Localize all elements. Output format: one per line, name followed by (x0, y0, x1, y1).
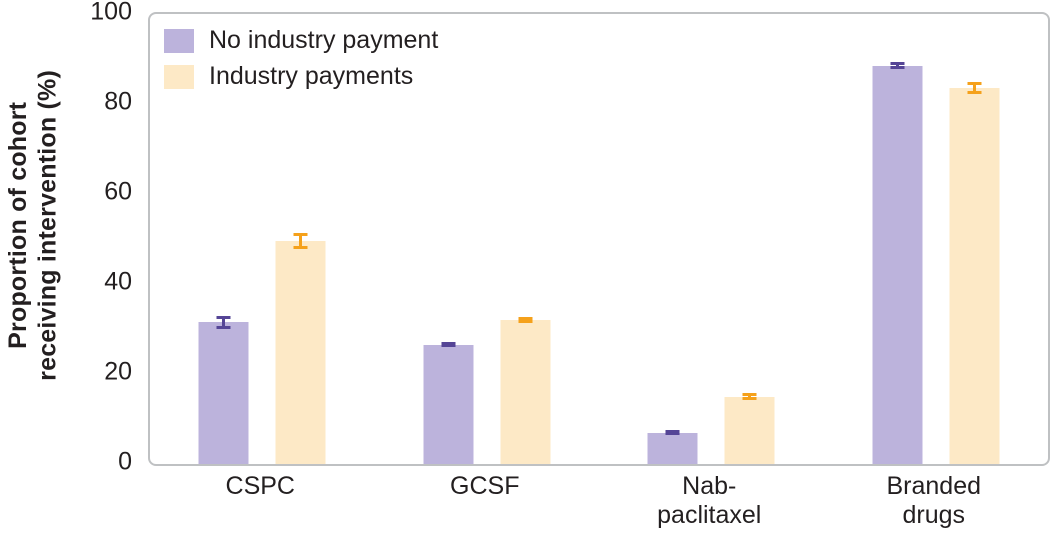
legend-item-no-industry-payment: No industry payment (164, 28, 438, 53)
y-tick-label: 60 (104, 177, 132, 206)
bar-wrap (949, 82, 1000, 464)
bar (275, 241, 326, 464)
y-tick-label: 20 (104, 357, 132, 386)
y-tick-label: 40 (104, 267, 132, 296)
bar (423, 344, 474, 464)
bar (949, 88, 1000, 464)
error-bar (889, 62, 905, 70)
error-bar (293, 233, 309, 250)
bar-group-2 (423, 317, 551, 464)
x-axis-labels: CSPC GCSF Nab- paclitaxel Branded drugs (148, 472, 1046, 532)
error-bar-cap (665, 431, 680, 435)
error-bar-line (895, 62, 899, 70)
plot-area: No industry payment Industry payments (148, 12, 1050, 466)
bar (647, 432, 698, 464)
error-bar-cap (293, 246, 308, 250)
legend-label-no-industry-payment: No industry payment (209, 26, 439, 54)
bar (872, 65, 923, 464)
y-tick-label: 100 (90, 0, 132, 26)
error-bar-line (748, 393, 752, 400)
bar (198, 322, 249, 464)
bar-wrap (275, 233, 326, 464)
error-bar-cap (890, 66, 905, 70)
x-category-label: CSPC (225, 472, 295, 500)
error-bar-line (222, 315, 226, 329)
error-bar-cap (518, 319, 533, 323)
x-category-label: Nab- paclitaxel (657, 472, 762, 529)
bar-wrap (500, 317, 551, 464)
bar-wrap (423, 342, 474, 464)
error-bar (440, 342, 456, 348)
bar-wrap (198, 315, 249, 464)
bar-group-4 (872, 62, 1000, 464)
error-bar-cap (441, 344, 456, 348)
legend-swatch-no-industry-payment (164, 28, 194, 53)
error-bar-cap (216, 326, 231, 329)
error-bar (517, 317, 533, 323)
error-bar-cap (742, 396, 757, 400)
y-axis-ticks: 0 20 40 60 80 100 (0, 0, 140, 474)
legend-item-industry-payments: Industry payments (164, 64, 438, 89)
bar-group-3 (647, 393, 775, 464)
bar-wrap (647, 430, 698, 464)
error-bar (966, 82, 982, 95)
x-category-label: Branded drugs (886, 472, 982, 529)
bar-group-1 (198, 233, 326, 464)
bar (500, 320, 551, 464)
y-tick-label: 0 (118, 447, 132, 476)
legend: No industry payment Industry payments (164, 28, 438, 89)
error-bar (216, 315, 232, 329)
bar-wrap (872, 62, 923, 464)
legend-swatch-industry-payments (164, 64, 194, 89)
error-bar (665, 430, 681, 435)
error-bar-cap (967, 91, 982, 95)
y-tick-label: 80 (104, 87, 132, 116)
error-bar-line (299, 233, 303, 250)
x-category-label: GCSF (450, 472, 520, 500)
error-bar-line (972, 82, 976, 95)
error-bar (742, 393, 758, 400)
bar-wrap (724, 393, 775, 464)
legend-label-industry-payments: Industry payments (209, 62, 414, 90)
bar (724, 396, 775, 464)
